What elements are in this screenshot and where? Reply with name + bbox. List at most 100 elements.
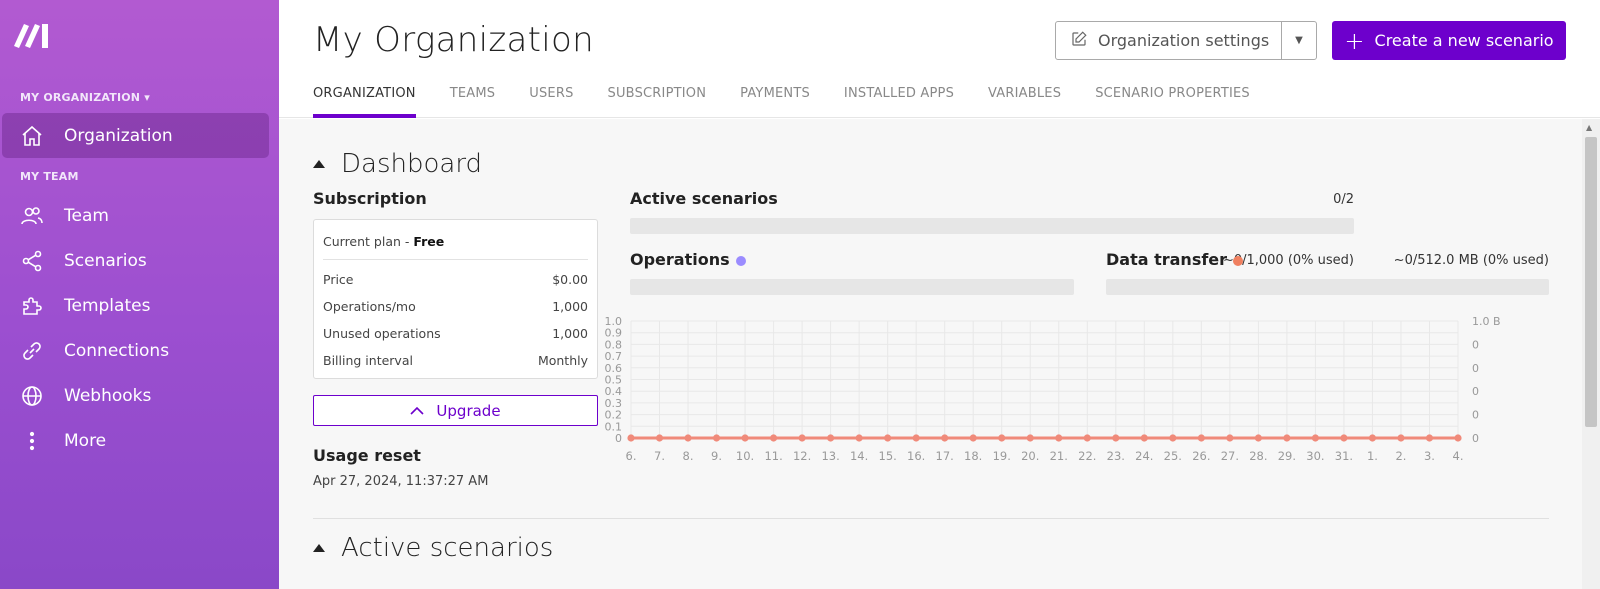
y-tick-label: 0.7 [605,350,623,363]
sidebar-item-organization[interactable]: Organization [2,113,269,158]
tab-organization[interactable]: ORGANIZATION [313,86,416,118]
data-point [1140,434,1148,442]
sidebar-item-more[interactable]: More [2,418,269,463]
sidebar-item-webhooks[interactable]: Webhooks [2,373,269,418]
tab-teams[interactable]: TEAMS [449,86,496,101]
scroll-up-icon[interactable]: ▲ [1586,123,1593,132]
x-tick-label: 25. [1164,449,1182,463]
x-tick-label: 10. [736,449,754,463]
y-tick-label: 0.9 [605,327,623,340]
data-point [855,434,863,442]
org-switcher[interactable]: MY ORGANIZATION ▾ [20,91,150,104]
y2-tick-label: 1.0 B [1472,315,1501,328]
sidebar-item-scenarios[interactable]: Scenarios [2,238,269,283]
data-point [1311,434,1320,442]
dashboard-title: Dashboard [341,149,483,179]
y2-tick-label: 0 [1472,385,1479,398]
sidebar-item-team[interactable]: Team [2,193,269,238]
subscription-card: Current plan - Free Price $0.00 Operation… [313,219,598,379]
x-tick-label: 6. [626,449,637,463]
data-point [1283,434,1291,442]
page-title: My Organization [313,20,594,60]
tab-users[interactable]: USERS [529,86,574,101]
upgrade-button[interactable]: Upgrade [313,395,598,426]
y-tick-label: 0.5 [605,374,623,387]
active-scenarios-label: Active scenarios [630,189,778,208]
edit-icon [1070,30,1098,52]
operations-dot [735,255,746,266]
data-transfer-dot [1233,255,1244,266]
data-point [655,434,664,442]
sidebar-item-label: Connections [64,340,170,361]
x-tick-label: 24. [1135,449,1153,463]
data-point [1112,434,1120,442]
data-point [1425,434,1434,442]
tab-subscription[interactable]: SUBSCRIPTION [607,86,707,101]
sidebar: MY ORGANIZATION ▾ Organization MY TEAM T… [0,0,279,589]
data-point [769,434,778,442]
data-point [684,434,692,442]
x-tick-label: 16. [907,449,925,463]
tab-installed-apps[interactable]: INSTALLED APPS [843,86,955,101]
subscription-row: Price $0.00 [323,272,588,287]
x-tick-label: 30. [1306,449,1324,463]
x-tick-label: 12. [793,449,811,463]
sidebar-item-connections[interactable]: Connections [2,328,269,373]
data-point [1368,434,1377,442]
create-scenario-button[interactable]: + Create a new scenario [1332,21,1566,60]
x-tick-label: 27. [1221,449,1239,463]
sidebar-item-label: Organization [64,125,173,146]
usage-reset-label: Usage reset [313,446,421,465]
subscription-row: Operations/mo 1,000 [323,299,588,314]
data-point [1169,434,1177,442]
y-tick-label: 0.1 [605,420,623,433]
usage-reset-date: Apr 27, 2024, 11:37:27 AM [313,474,489,489]
active-scenarios-title: Active scenarios [341,533,554,563]
plus-icon: + [1344,26,1365,55]
chevron-down-icon[interactable]: ▼ [1295,35,1303,46]
x-tick-label: 23. [1107,449,1125,463]
puzzle-icon [17,291,47,321]
tab-scenario-properties[interactable]: SCENARIO PROPERTIES [1095,86,1250,101]
scrollbar-thumb[interactable] [1585,137,1597,427]
data-point [627,434,635,442]
share-icon [17,246,47,276]
data-point [1083,434,1091,442]
dashboard-toggle[interactable]: Dashboard [313,149,482,179]
active-scenarios-value: 0/2 [1333,192,1354,207]
operations-label: Operations [630,250,746,269]
y-tick-label: 0.6 [605,362,623,375]
x-tick-label: 18. [964,449,982,463]
data-point [998,434,1006,442]
organization-settings-main[interactable]: Organization settings [1056,22,1282,59]
organization-settings-button[interactable]: Organization settings ▼ [1055,21,1317,60]
data-point [1397,434,1405,442]
scrollbar[interactable]: ▲ [1582,119,1600,589]
x-tick-label: 17. [936,449,954,463]
y2-tick-label: 0 [1472,409,1479,422]
chevron-up-icon [410,402,436,420]
current-plan: Current plan - Free [323,234,588,260]
tab-variables[interactable]: VARIABLES [988,86,1062,101]
sidebar-item-templates[interactable]: Templates [2,283,269,328]
sidebar-item-label: Templates [64,295,151,316]
sidebar-item-label: Scenarios [64,250,147,271]
data-point [941,434,949,442]
subscription-row: Unused operations 1,000 [323,326,588,341]
x-tick-label: 31. [1335,449,1353,463]
collapse-triangle-icon [313,544,325,552]
make-logo[interactable] [12,22,54,48]
x-tick-label: 19. [993,449,1011,463]
active-scenarios-toggle[interactable]: Active scenarios [313,533,553,563]
sidebar-item-label: More [64,430,107,451]
x-tick-label: 29. [1278,449,1296,463]
active-scenarios-bar [630,218,1354,234]
data-point [912,434,920,442]
data-point [827,434,835,442]
x-tick-label: 9. [711,449,722,463]
data-point [741,434,749,442]
data-transfer-label: Data transfer [1106,250,1244,269]
x-tick-label: 2. [1395,449,1406,463]
tab-payments[interactable]: PAYMENTS [740,86,810,101]
users-icon [17,201,47,231]
